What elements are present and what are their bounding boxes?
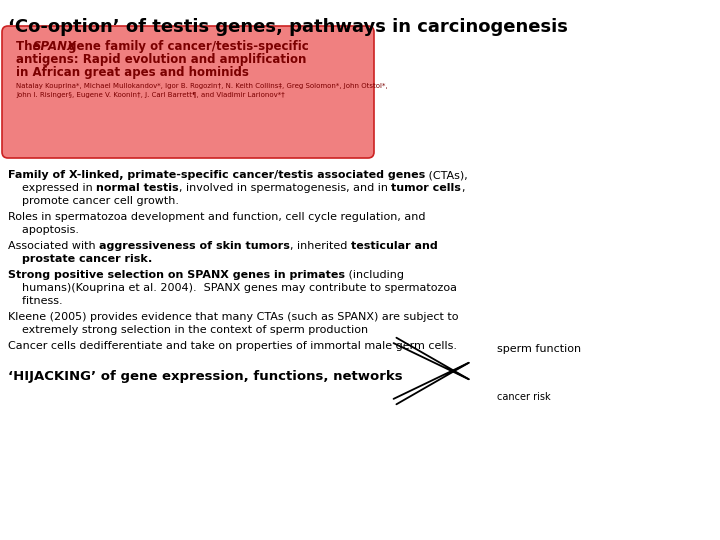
Text: Kleene (2005) provides evidence that many CTAs (such as SPANX) are subject to: Kleene (2005) provides evidence that man… [8,312,459,322]
Text: gene family of cancer/testis-specific: gene family of cancer/testis-specific [64,40,309,53]
Text: antigens: Rapid evolution and amplification: antigens: Rapid evolution and amplificat… [16,53,307,66]
Text: .: . [148,254,152,264]
Text: apoptosis.: apoptosis. [8,225,79,235]
Text: SPANX: SPANX [33,40,77,53]
Text: in African great apes and hominids: in African great apes and hominids [16,66,249,79]
Text: aggressiveness of skin tumors: aggressiveness of skin tumors [99,241,290,251]
Text: (including: (including [345,270,404,280]
Text: Family of X-linked, primate-specific cancer/testis associated genes: Family of X-linked, primate-specific can… [8,170,426,180]
Text: Natalay Kouprina*, Michael Mullokandov*, Igor B. Rogozin†, N. Keith Collins‡, Gr: Natalay Kouprina*, Michael Mullokandov*,… [16,83,387,89]
Text: Strong positive selection on SPANX genes in primates: Strong positive selection on SPANX genes… [8,270,345,280]
Text: ‘Co-option’ of testis genes, pathways in carcinogenesis: ‘Co-option’ of testis genes, pathways in… [8,18,568,36]
Text: expressed in: expressed in [8,183,96,193]
Text: humans)(Kouprina et al. 2004).  SPANX genes may contribute to spermatozoa: humans)(Kouprina et al. 2004). SPANX gen… [8,283,457,293]
Text: cancer risk: cancer risk [497,392,551,402]
Text: sperm function: sperm function [497,344,581,354]
Text: testicular and: testicular and [351,241,438,251]
Text: (CTAs),: (CTAs), [426,170,468,180]
Text: prostate cancer risk: prostate cancer risk [22,254,148,264]
Text: normal testis: normal testis [96,183,179,193]
Text: fitness.: fitness. [8,296,63,306]
Text: Roles in spermatozoa development and function, cell cycle regulation, and: Roles in spermatozoa development and fun… [8,212,426,222]
Text: The: The [16,40,45,53]
Text: Cancer cells dedifferentiate and take on properties of immortal male germ cells.: Cancer cells dedifferentiate and take on… [8,341,457,351]
Text: ‘HIJACKING’ of gene expression, functions, networks: ‘HIJACKING’ of gene expression, function… [8,370,402,383]
FancyBboxPatch shape [2,26,374,158]
Text: promote cancer cell growth.: promote cancer cell growth. [8,196,179,206]
Text: John I. Risinger§, Eugene V. Koonin†, J. Carl Barrett¶, and Vladimir Larionov*†: John I. Risinger§, Eugene V. Koonin†, J.… [16,92,284,98]
Text: extremely strong selection in the context of sperm production: extremely strong selection in the contex… [8,325,368,335]
Text: tumor cells: tumor cells [392,183,462,193]
Text: ,: , [462,183,464,193]
Text: , inherited: , inherited [290,241,351,251]
Text: Associated with: Associated with [8,241,99,251]
Text: , involved in spermatogenesis, and in: , involved in spermatogenesis, and in [179,183,392,193]
